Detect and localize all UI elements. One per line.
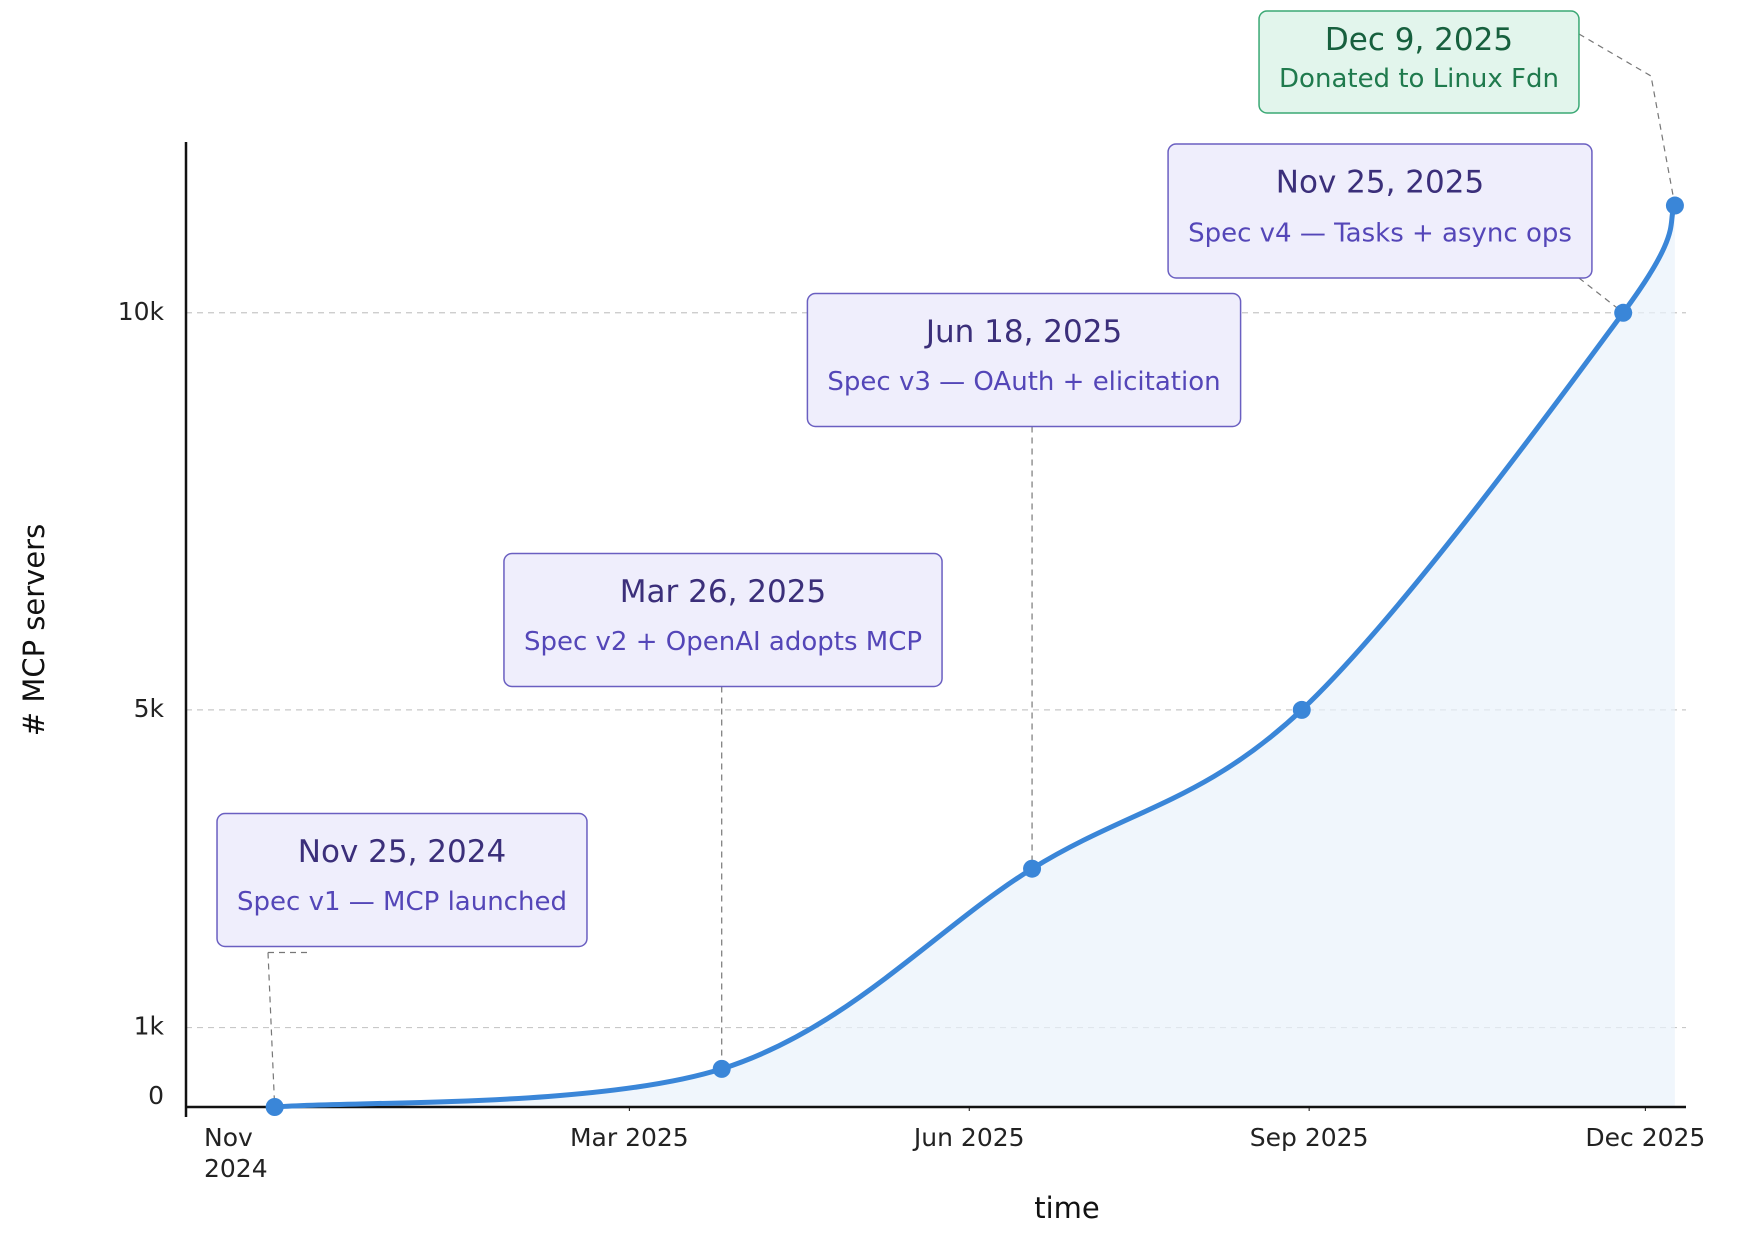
x-tick-label: Jun 2025 — [912, 1123, 1025, 1152]
annotation-box — [216, 812, 588, 948]
annotation-date: Jun 18, 2025 — [924, 314, 1122, 350]
y-tick-label: 0 — [148, 1081, 164, 1110]
point — [1614, 303, 1633, 322]
annotation: Jun 18, 2025 Spec v3 — OAuth + elicitatio… — [806, 292, 1242, 428]
annotation: Mar 26, 2025 Spec v2 + OpenAI adopts MCP — [503, 552, 943, 688]
point — [712, 1059, 731, 1078]
leader-line — [1578, 277, 1624, 314]
area — [274, 205, 1675, 1108]
annotation-date: Mar 26, 2025 — [620, 574, 826, 610]
y-tick-label: 5k — [134, 694, 165, 723]
x-tick-label: Sep 2025 — [1250, 1123, 1369, 1152]
point — [265, 1098, 284, 1116]
x-axis-title: time — [1034, 1191, 1100, 1225]
annotation: Nov 25, 2025 Spec v4 — Tasks + async ops — [1167, 143, 1593, 279]
y-axis-title: # MCP servers — [17, 524, 51, 736]
annotation: Nov 25, 2024 Spec v1 — MCP launched — [216, 812, 588, 948]
x-tick-label: Dec 2025 — [1585, 1123, 1705, 1152]
x-tick-label: Nov 2024 — [204, 1123, 268, 1183]
annotation-box — [1258, 10, 1580, 114]
annotation-date: Dec 9, 2025 — [1325, 22, 1513, 58]
leader — [267, 952, 276, 1108]
x-tick-label: Mar 2025 — [570, 1123, 689, 1152]
leader-line — [267, 952, 276, 1108]
annotation-text: Spec v3 — OAuth + elicitation — [827, 367, 1220, 397]
leader — [1578, 277, 1624, 314]
y-tick-label: 10k — [118, 297, 165, 326]
point — [1292, 700, 1311, 719]
annotation-text: Spec v1 — MCP launched — [237, 887, 567, 917]
annotation-date: Nov 25, 2024 — [298, 834, 506, 870]
point — [1023, 859, 1042, 878]
annotation-text: Spec v2 + OpenAI adopts MCP — [524, 627, 922, 657]
annotation-text: Spec v4 — Tasks + async ops — [1188, 218, 1572, 248]
line — [274, 204, 1678, 1110]
leader-line — [1578, 33, 1676, 206]
annotation-text: Donated to Linux Fdn — [1279, 64, 1559, 94]
annotation: Dec 9, 2025 Donated to Linux Fdn — [1258, 10, 1580, 114]
point — [1665, 196, 1684, 215]
leader — [1578, 33, 1676, 206]
annotation-box — [806, 292, 1242, 428]
y-tick-label: 1k — [134, 1012, 165, 1041]
annotation-box — [1167, 143, 1593, 279]
annotation-date: Nov 25, 2025 — [1276, 165, 1484, 201]
annotation-box — [503, 552, 943, 688]
